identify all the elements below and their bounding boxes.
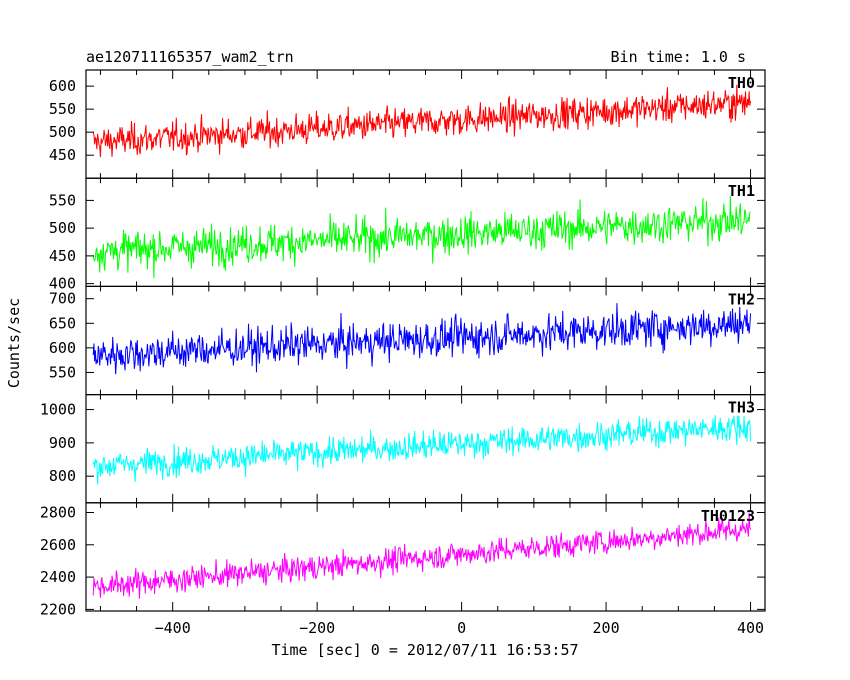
x-axis-label: Time [sec] 0 = 2012/07/11 16:53:57 <box>271 641 578 659</box>
y-tick-label: 450 <box>49 247 76 265</box>
x-tick-label: −200 <box>299 619 335 637</box>
chart-title: ae120711165357_wam2_trn <box>86 48 294 66</box>
panel-frame <box>85 69 766 179</box>
x-tick-label: 400 <box>737 619 764 637</box>
y-tick-label: 2800 <box>40 503 76 521</box>
x-tick-label: −400 <box>155 619 191 637</box>
y-tick-label: 700 <box>49 290 76 308</box>
y-tick-label: 2200 <box>40 600 76 618</box>
y-tick-label: 450 <box>49 146 76 164</box>
panel-label-th3: TH3 <box>728 399 755 417</box>
series-th0123 <box>92 512 752 599</box>
panel-label-th1: TH1 <box>728 182 755 200</box>
bin-time-label: Bin time: 1.0 s <box>611 48 746 66</box>
panel-label-th2: TH2 <box>728 290 755 308</box>
y-tick-label: 500 <box>49 219 76 237</box>
y-tick-label: 550 <box>49 100 76 118</box>
y-tick-label: 800 <box>49 467 76 485</box>
y-tick-label: 2600 <box>40 536 76 554</box>
x-tick-label: 0 <box>457 619 466 637</box>
y-tick-label: 550 <box>49 363 76 381</box>
panel-label-th0123: TH0123 <box>701 507 755 525</box>
series-th2 <box>92 303 752 375</box>
panel-label-th0: TH0 <box>728 74 755 92</box>
y-tick-label: 600 <box>49 339 76 357</box>
series-th0 <box>92 84 752 158</box>
y-tick-label: 550 <box>49 191 76 209</box>
y-tick-label: 650 <box>49 314 76 332</box>
series-th1 <box>92 195 751 279</box>
y-axis-label: Counts/sec <box>5 298 23 388</box>
y-tick-label: 600 <box>49 77 76 95</box>
y-tick-label: 500 <box>49 123 76 141</box>
y-tick-label: 1000 <box>40 401 76 419</box>
y-tick-label: 2400 <box>40 568 76 586</box>
series-th3 <box>92 415 752 485</box>
panels: 450 500 550 600 TH0 400 450 500 550 TH1 550 600 650 7… <box>40 69 766 637</box>
y-tick-label: 400 <box>49 275 76 293</box>
y-tick-label: 900 <box>49 434 76 452</box>
x-tick-label: 200 <box>593 619 620 637</box>
